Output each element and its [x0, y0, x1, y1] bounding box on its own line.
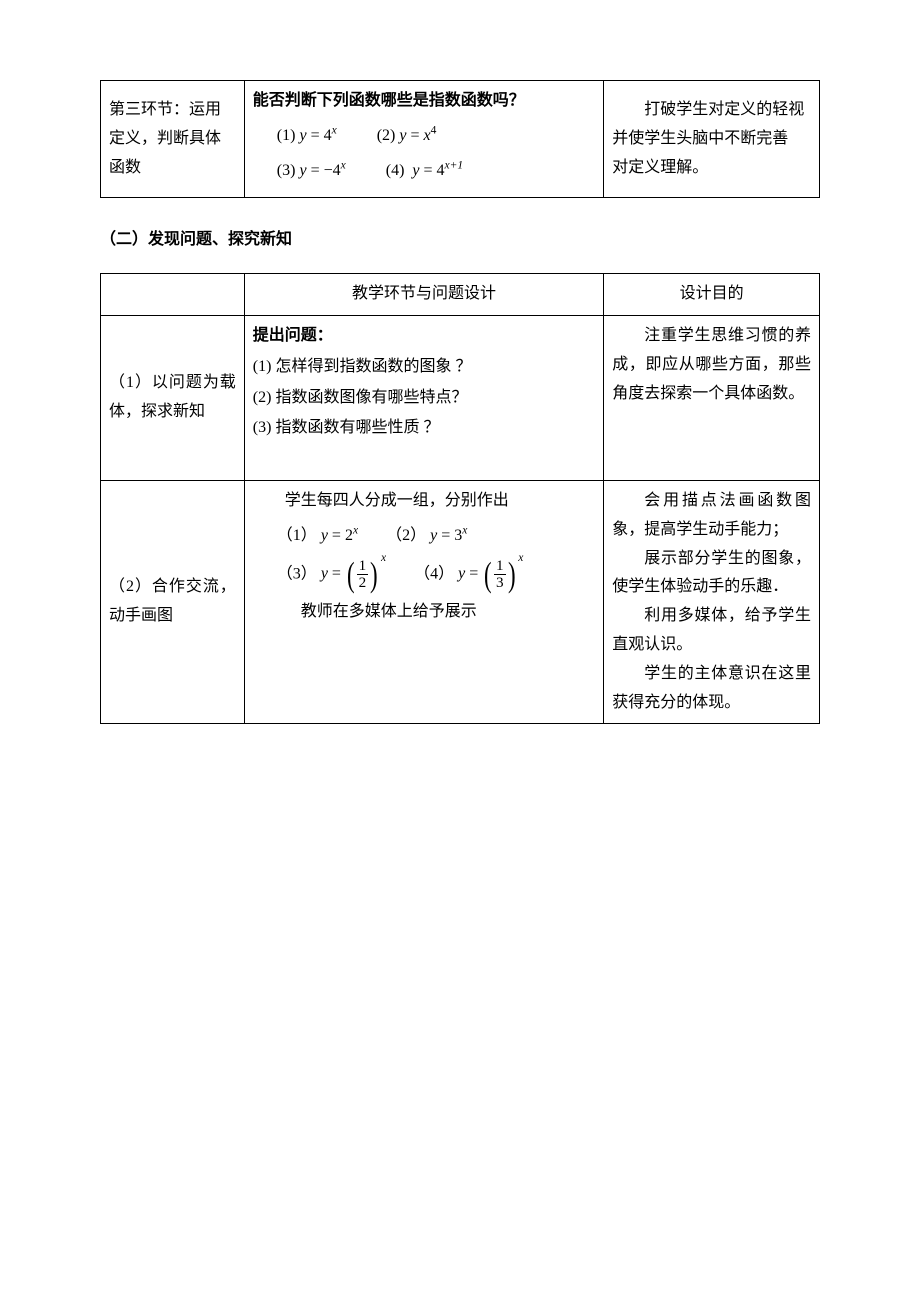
t1-left-line1: 第三环节：运用	[109, 96, 236, 125]
t2-r1-q3: (3) 指数函数有哪些性质 ？	[253, 414, 596, 443]
t2-eq4: （4） y = ( 1 3 ) x	[414, 557, 523, 592]
t2-header-row: 教学环节与问题设计 设计目的	[101, 274, 820, 316]
t2-r2-right-p2: 展示部分学生的图象，使学生体验动手的乐趣．	[612, 545, 811, 603]
t2-r2-right-p1: 会用描点法画函数图象，提高学生动手能力；	[612, 487, 811, 545]
t1-eq-row1: (1) y = 4x (2) y = x4	[253, 122, 596, 151]
t1-eq2: (2) y = x4	[377, 122, 437, 151]
t1-eq-row2: (3) y = −4x (4) y = 4x+1	[253, 157, 596, 186]
t2-r1-q2: (2) 指数函数图像有哪些特点？	[253, 384, 596, 413]
section2-heading: （二）发现问题、探究新知	[100, 226, 820, 255]
t1-question: 能否判断下列函数哪些是指数函数吗？	[253, 87, 596, 116]
t1-right-cell: 打破学生对定义的轻视 并使学生头脑中不断完善 对定义理解。	[604, 81, 820, 198]
table-section2: 教学环节与问题设计 设计目的 （1）以问题为载体，探求新知 提出问题： (1) …	[100, 273, 820, 724]
t2-header-right: 设计目的	[604, 274, 820, 316]
t2-r2-right-p3: 利用多媒体，给予学生直观认识。	[612, 602, 811, 660]
t1-eq4: (4) y = 4x+1	[386, 157, 463, 186]
t2-r2-right: 会用描点法画函数图象，提高学生动手能力； 展示部分学生的图象，使学生体验动手的乐…	[604, 480, 820, 723]
t1-right-line1: 打破学生对定义的轻视	[612, 96, 811, 125]
t2-r2-outro: 教师在多媒体上给予展示	[253, 598, 596, 627]
t2-eq3: （3） y = ( 1 2 ) x	[277, 557, 386, 592]
t2-header-left	[101, 274, 245, 316]
t2-r1-q1: (1) 怎样得到指数函数的图象 ？	[253, 353, 596, 382]
t2-r2-intro: 学生每四人分成一组，分别作出	[253, 487, 596, 516]
t2-eq2: （2） y = 3x	[386, 522, 467, 551]
t2-row2: （2）合作交流，动手画图 学生每四人分成一组，分别作出 （1） y = 2x （…	[101, 480, 820, 723]
t1-left-cell: 第三环节：运用 定义，判断具体 函数	[101, 81, 245, 198]
t1-eq3: (3) y = −4x	[277, 157, 346, 186]
t2-eq1: （1） y = 2x	[277, 522, 358, 551]
t1-left-line3: 函数	[109, 154, 236, 183]
t2-r1-left: （1）以问题为载体，探求新知	[101, 315, 245, 480]
t2-r2-right-p4: 学生的主体意识在这里获得充分的体现。	[612, 660, 811, 718]
t2-eq-row2: （3） y = ( 1 2 ) x （4	[253, 557, 596, 592]
t2-r2-mid: 学生每四人分成一组，分别作出 （1） y = 2x （2） y = 3x	[244, 480, 604, 723]
t2-r1-title: 提出问题：	[253, 322, 596, 351]
table-stage3: 第三环节：运用 定义，判断具体 函数 能否判断下列函数哪些是指数函数吗？ (1)…	[100, 80, 820, 198]
t2-r1-right: 注重学生思维习惯的养成，即应从哪些方面，那些角度去探索一个具体函数。	[604, 315, 820, 480]
t2-r1-right-p: 注重学生思维习惯的养成，即应从哪些方面，那些角度去探索一个具体函数。	[612, 322, 811, 408]
t1-right-line2: 并使学生头脑中不断完善	[612, 125, 811, 154]
t1-right-line3: 对定义理解。	[612, 154, 811, 183]
t1-eq1: (1) y = 4x	[277, 122, 337, 151]
t2-eq-row1: （1） y = 2x （2） y = 3x	[253, 522, 596, 551]
t2-r2-left: （2）合作交流，动手画图	[101, 480, 245, 723]
t1-left-line2: 定义，判断具体	[109, 125, 236, 154]
t2-header-mid: 教学环节与问题设计	[244, 274, 604, 316]
t1-mid-cell: 能否判断下列函数哪些是指数函数吗？ (1) y = 4x (2) y = x4	[244, 81, 604, 198]
t2-r1-mid: 提出问题： (1) 怎样得到指数函数的图象 ？ (2) 指数函数图像有哪些特点？…	[244, 315, 604, 480]
t2-row1: （1）以问题为载体，探求新知 提出问题： (1) 怎样得到指数函数的图象 ？ (…	[101, 315, 820, 480]
